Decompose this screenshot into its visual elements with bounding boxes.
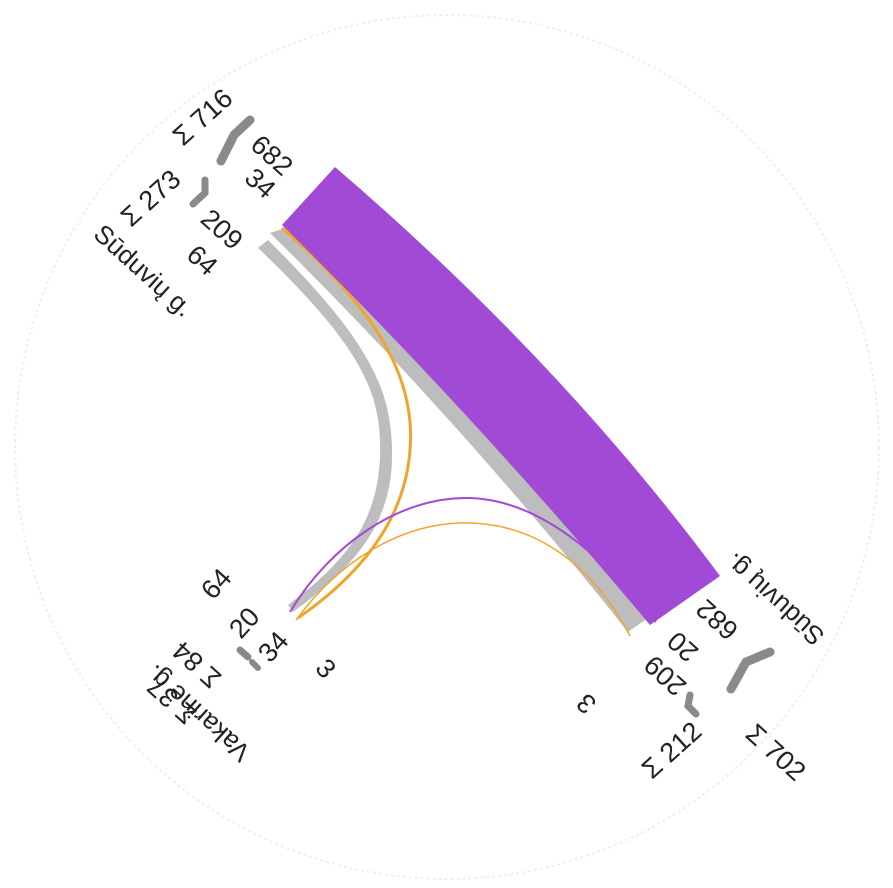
label-682-bottom: 682 xyxy=(690,593,744,645)
bracket-bottom-right-in xyxy=(726,647,775,694)
label-3-bottom: 3 xyxy=(571,687,602,719)
flow-ribbon-64 xyxy=(258,240,393,612)
bracket-top-left-in xyxy=(216,115,255,166)
label-20-vakarine: 20 xyxy=(223,602,265,644)
label-sum-273: Σ 273 xyxy=(115,164,187,233)
label-64-vakarine: 64 xyxy=(195,563,237,605)
label-64-top: 64 xyxy=(181,239,223,281)
bracket-vakarine-in xyxy=(236,646,252,661)
label-34-vakarine: 34 xyxy=(252,626,294,668)
diagram-circle xyxy=(14,14,880,880)
road-name-bottom-right: Sūduvių g. xyxy=(719,547,830,652)
label-sum-212: Σ 212 xyxy=(636,716,708,785)
bracket-vakarine-out xyxy=(249,659,261,671)
label-sum-702: Σ 702 xyxy=(740,718,812,787)
bracket-bottom-right-out xyxy=(684,691,700,718)
road-name-top-left: Sūduvių g. xyxy=(88,218,199,323)
flow-line-3 xyxy=(295,522,631,637)
label-3-vakarine: 3 xyxy=(310,653,342,684)
flow-line-34 xyxy=(281,226,413,620)
bracket-top-left-out xyxy=(189,176,209,208)
flow-ribbon-682 xyxy=(282,167,720,625)
flow-ribbon-209 xyxy=(270,228,648,632)
